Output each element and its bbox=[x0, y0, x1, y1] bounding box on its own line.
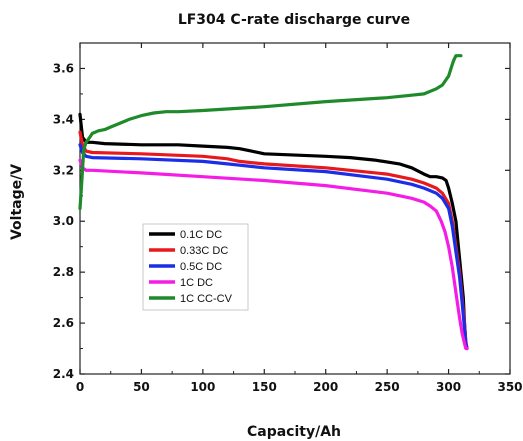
plot-frame bbox=[79, 42, 511, 375]
y-tick-label: 3.4 bbox=[53, 112, 74, 126]
chart-title: LF304 C-rate discharge curve bbox=[178, 12, 410, 28]
legend-label: 0.5C DC bbox=[180, 261, 222, 273]
y-axis-label: Voltage/V bbox=[9, 164, 25, 240]
y-tick-label: 3.6 bbox=[53, 61, 74, 75]
x-tick-label: 0 bbox=[76, 380, 84, 394]
legend-label: 1C DC bbox=[180, 277, 213, 289]
legend-label: 0.33C DC bbox=[180, 245, 228, 257]
legend-label: 1C CC-CV bbox=[180, 293, 233, 305]
series-line bbox=[78, 54, 463, 211]
series-line bbox=[78, 112, 469, 351]
x-tick-label: 150 bbox=[252, 380, 277, 394]
legend-label: 0.1C DC bbox=[180, 229, 222, 241]
legend: 0.1C DC 0.33C DC 0.5C DC 1C DC 1C CC-CV bbox=[142, 223, 249, 311]
x-tick-label: 350 bbox=[497, 380, 522, 394]
x-tick-label: 300 bbox=[436, 380, 461, 394]
plot-area: 0 50 100 150 200 250 300 350 2.4 2.6 2.8 3.0 3.2 3.4 3… bbox=[53, 42, 523, 394]
x-tick-label: 200 bbox=[313, 380, 338, 394]
y-tick-label: 3.0 bbox=[53, 214, 74, 228]
x-tick-label: 100 bbox=[190, 380, 215, 394]
x-tick-label: 50 bbox=[133, 380, 150, 394]
series-line bbox=[78, 143, 469, 351]
y-tick-label: 2.4 bbox=[53, 367, 74, 381]
y-tick-label: 2.8 bbox=[53, 265, 74, 279]
series-line bbox=[78, 158, 469, 351]
y-tick-label: 2.6 bbox=[53, 316, 74, 330]
series-line bbox=[78, 130, 469, 351]
y-tick-label: 3.2 bbox=[53, 163, 74, 177]
x-axis-label: Capacity/Ah bbox=[247, 424, 341, 440]
x-tick-label: 250 bbox=[375, 380, 400, 394]
